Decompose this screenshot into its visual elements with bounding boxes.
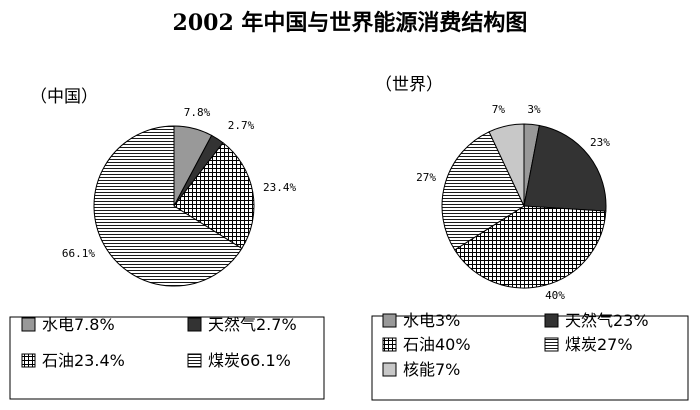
world-legend-swatch-3 xyxy=(544,337,559,352)
world-legend-box xyxy=(371,315,689,401)
world-legend-label-0: 水电3% xyxy=(403,311,460,330)
world-legend-label-1: 天然气23% xyxy=(565,311,649,330)
china-data-label-1: 2.7% xyxy=(228,119,255,132)
china-pie xyxy=(93,125,255,287)
world-subtitle: （世界） xyxy=(375,75,443,95)
world-legend-swatch-0 xyxy=(382,313,397,328)
world-legend-label-3: 煤炭27% xyxy=(565,335,633,354)
world-legend-swatch-4 xyxy=(382,362,397,377)
china-legend-label-1: 天然气2.7% xyxy=(208,315,297,334)
china-subtitle: （中国） xyxy=(30,87,98,107)
china-legend-swatch-0 xyxy=(21,317,36,332)
world-chart: （世界） 3% 23% 40% 27% 7% 水电3% 天然气23% 石油40% 煤炭27% 核… xyxy=(371,75,689,401)
china-chart: （中国） 7.8% 2.7% 23.4% 66.1% 水电7.8% 天然气2.7% 石油2… xyxy=(9,87,325,400)
world-slice-4 xyxy=(488,123,525,207)
china-legend-label-2: 石油23.4% xyxy=(42,351,125,370)
world-data-labels: 3% 23% 40% 27% 7% xyxy=(416,103,610,302)
world-legend-label-2: 石油40% xyxy=(403,335,471,354)
world-slice-3 xyxy=(441,131,525,251)
world-data-label-1: 23% xyxy=(590,136,610,149)
world-pie xyxy=(441,123,607,289)
chart-title: 2002 年中国与世界能源消费结构图 xyxy=(173,10,528,36)
world-data-label-4: 7% xyxy=(492,103,506,116)
world-legend: 水电3% 天然气23% 石油40% 煤炭27% 核能7% xyxy=(382,311,649,379)
world-data-label-3: 27% xyxy=(416,171,436,184)
china-legend-swatch-3 xyxy=(187,353,202,368)
china-data-label-2: 23.4% xyxy=(263,181,296,194)
china-data-label-3: 66.1% xyxy=(62,247,95,260)
china-legend: 水电7.8% 天然气2.7% 石油23.4% 煤炭66.1% xyxy=(21,315,297,370)
china-legend-label-0: 水电7.8% xyxy=(42,315,115,334)
china-legend-swatch-1 xyxy=(187,317,202,332)
world-legend-swatch-2 xyxy=(382,337,397,352)
china-legend-swatch-2 xyxy=(21,353,36,368)
world-legend-swatch-1 xyxy=(544,313,559,328)
china-legend-box xyxy=(9,316,325,400)
china-data-labels: 7.8% 2.7% 23.4% 66.1% xyxy=(62,106,297,260)
world-slice-1 xyxy=(523,124,607,212)
china-legend-label-3: 煤炭66.1% xyxy=(208,351,291,370)
world-legend-label-4: 核能7% xyxy=(403,360,460,379)
world-data-label-2: 40% xyxy=(545,289,565,302)
china-slice-2 xyxy=(173,142,255,250)
world-data-label-0: 3% xyxy=(527,103,541,116)
china-slice-3 xyxy=(93,125,243,287)
china-data-label-0: 7.8% xyxy=(184,106,211,119)
